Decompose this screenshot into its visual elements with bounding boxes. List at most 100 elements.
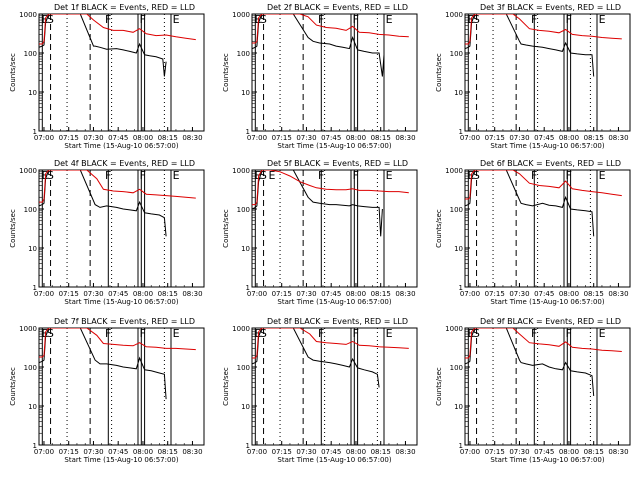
y-axis-label: Counts/sec — [435, 367, 443, 406]
y-tick-label: 10 — [454, 245, 463, 253]
y-tick-label: 1 — [246, 128, 250, 136]
x-tick-label: 07:15 — [485, 290, 505, 298]
event-marker-label: E — [467, 13, 474, 26]
lld-series-line — [39, 170, 196, 203]
event-marker-label: E — [599, 327, 606, 340]
x-tick-label: 07:00 — [247, 448, 267, 456]
x-tick-label: 08:00 — [559, 448, 579, 456]
event-marker-label: F — [531, 169, 537, 182]
panel-title: Det 8f BLACK = Events, RED = LLD — [267, 317, 408, 326]
y-tick-label: 1000 — [19, 11, 37, 19]
event-marker-label: E — [254, 169, 261, 182]
x-tick-label: 08:00 — [133, 448, 153, 456]
y-tick-label: 100 — [450, 50, 463, 58]
x-tick-label: 08:30 — [608, 134, 628, 142]
event-marker-label: F — [566, 169, 572, 182]
x-axis-label: Start Time (15-Aug-10 06:57:00) — [490, 142, 604, 150]
y-tick-label: 1 — [33, 128, 37, 136]
x-axis-label: Start Time (15-Aug-10 06:57:00) — [490, 456, 604, 464]
y-tick-label: 10 — [28, 89, 37, 97]
x-tick-label: 08:00 — [346, 290, 366, 298]
y-axis-label: Counts/sec — [435, 53, 443, 92]
x-tick-label: 08:30 — [182, 290, 202, 298]
y-tick-label: 1000 — [232, 167, 250, 175]
lld-series-line — [465, 328, 622, 359]
x-tick-label: 07:00 — [34, 448, 54, 456]
x-tick-label: 07:15 — [485, 134, 505, 142]
event-marker-label: E — [386, 169, 393, 182]
plot-frame — [464, 13, 631, 132]
x-axis-label: Start Time (15-Aug-10 06:57:00) — [64, 298, 178, 306]
x-tick-label: 07:15 — [59, 134, 79, 142]
x-tick-label: 08:00 — [559, 134, 579, 142]
y-tick-label: 100 — [24, 206, 37, 214]
x-axis-label: Start Time (15-Aug-10 06:57:00) — [64, 456, 178, 464]
event-marker-label: F — [566, 13, 572, 26]
y-tick-label: 10 — [454, 89, 463, 97]
event-marker-label: S — [47, 13, 54, 26]
x-tick-label: 08:30 — [395, 448, 415, 456]
event-marker-label: E — [254, 13, 261, 26]
event-marker-label: E — [41, 169, 48, 182]
panel-det-2: Det 2f BLACK = Events, RED = LLD 1 10 100 10… — [222, 3, 418, 150]
event-marker-label: E — [41, 327, 48, 340]
y-axis-label: Counts/sec — [222, 367, 230, 406]
x-tick-label: 07:00 — [460, 290, 480, 298]
x-tick-label: 08:15 — [158, 134, 178, 142]
x-tick-label: 08:30 — [608, 448, 628, 456]
event-marker-label: E — [173, 169, 180, 182]
y-axis-label: Counts/sec — [435, 209, 443, 248]
x-tick-label: 08:15 — [371, 290, 391, 298]
panel-det-9: Det 9f BLACK = Events, RED = LLD 1 10 100 10… — [435, 317, 631, 464]
x-axis-label: Start Time (15-Aug-10 06:57:00) — [277, 456, 391, 464]
lld-series-line — [252, 14, 409, 44]
y-tick-label: 1000 — [445, 11, 463, 19]
x-tick-label: 08:00 — [133, 134, 153, 142]
panel-det-8: Det 8f BLACK = Events, RED = LLD 1 10 100 10… — [222, 317, 418, 464]
event-marker-label: E — [269, 169, 276, 182]
event-marker-label: S — [47, 327, 54, 340]
event-marker-label: F — [353, 169, 359, 182]
event-marker-label: F — [105, 13, 111, 26]
x-tick-label: 07:30 — [509, 290, 529, 298]
panel-det-4: Det 4f BLACK = Events, RED = LLD 1 10 100 10… — [9, 159, 205, 306]
event-marker-label: F — [105, 169, 111, 182]
event-marker-label: F — [531, 13, 537, 26]
y-tick-label: 1000 — [19, 167, 37, 175]
x-tick-label: 07:15 — [59, 448, 79, 456]
panel-det-7: Det 7f BLACK = Events, RED = LLD 1 10 100 10… — [9, 317, 205, 464]
x-tick-label: 08:15 — [584, 134, 604, 142]
panel-title: Det 2f BLACK = Events, RED = LLD — [267, 3, 408, 12]
y-tick-label: 10 — [454, 403, 463, 411]
panel-title: Det 6f BLACK = Events, RED = LLD — [480, 159, 621, 168]
event-marker-label: F — [318, 169, 324, 182]
x-tick-label: 07:15 — [272, 448, 292, 456]
event-marker-label: E — [599, 169, 606, 182]
y-tick-label: 100 — [237, 206, 250, 214]
x-tick-label: 08:30 — [608, 290, 628, 298]
event-marker-label: S — [473, 169, 480, 182]
y-tick-label: 100 — [450, 364, 463, 372]
event-marker-label: F — [531, 327, 537, 340]
x-tick-label: 07:45 — [321, 134, 341, 142]
y-axis-label: Counts/sec — [9, 53, 17, 92]
events-series-line — [465, 328, 595, 397]
lld-series-line — [39, 328, 196, 358]
y-tick-label: 1000 — [232, 11, 250, 19]
y-tick-label: 10 — [241, 245, 250, 253]
x-tick-label: 08:15 — [584, 448, 604, 456]
event-marker-label: F — [353, 13, 359, 26]
x-tick-label: 07:15 — [272, 290, 292, 298]
event-marker-label: F — [566, 327, 572, 340]
x-tick-label: 07:30 — [296, 290, 316, 298]
x-tick-label: 07:30 — [296, 134, 316, 142]
y-tick-label: 10 — [241, 403, 250, 411]
plot-frame — [38, 13, 205, 132]
plot-frame — [251, 13, 418, 132]
events-series-line — [252, 14, 385, 77]
plot-frame — [464, 327, 631, 446]
x-tick-label: 07:00 — [247, 290, 267, 298]
x-tick-label: 07:15 — [272, 134, 292, 142]
x-tick-label: 07:00 — [247, 134, 267, 142]
